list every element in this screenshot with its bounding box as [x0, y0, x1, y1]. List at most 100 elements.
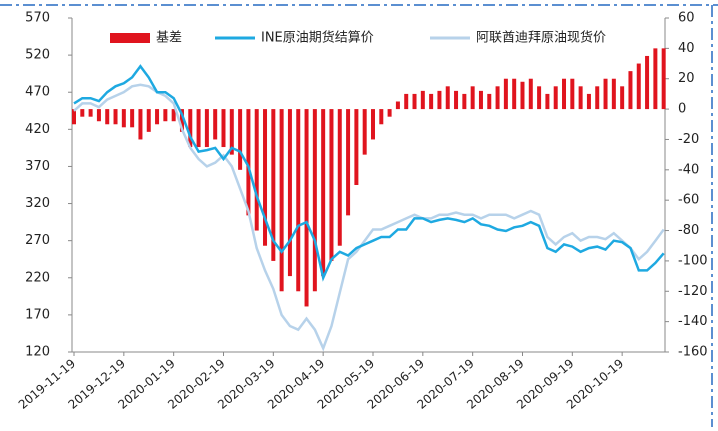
y2-tick-label: -100 [678, 253, 708, 268]
legend-label: 基差 [156, 31, 182, 46]
y-tick-label: 420 [25, 122, 50, 137]
bar [246, 109, 251, 216]
bar [379, 109, 384, 125]
y-tick-label: 370 [25, 159, 50, 174]
bar [487, 93, 492, 110]
bar [271, 109, 276, 261]
bar [88, 109, 93, 117]
bar [404, 93, 409, 110]
bar [113, 109, 118, 125]
bar [296, 109, 301, 292]
y2-tick-label: 20 [678, 71, 695, 86]
bar [553, 86, 558, 110]
bar [586, 93, 591, 110]
bar [503, 78, 508, 110]
bar [337, 109, 342, 246]
bar [636, 63, 641, 110]
bar [105, 109, 110, 125]
bar [279, 109, 284, 292]
y2-tick-label: 60 [678, 11, 695, 26]
bar [462, 93, 467, 110]
bar [611, 78, 616, 110]
bar [254, 109, 259, 231]
legend-label: INE原油期货结算价 [261, 30, 374, 46]
bar [155, 109, 160, 125]
y-tick-label: 520 [25, 48, 50, 63]
bar [520, 81, 525, 110]
bar [528, 78, 533, 110]
bar [478, 90, 483, 110]
bar [138, 109, 143, 140]
bar [570, 78, 575, 110]
line [73, 64, 665, 282]
y2-tick-label: -140 [678, 314, 708, 329]
y-tick-label: 470 [25, 85, 50, 100]
y2-tick-label: 40 [678, 41, 695, 56]
bar [512, 78, 517, 110]
bar [321, 109, 326, 277]
y-tick-label: 270 [25, 233, 50, 248]
y-tick-label: 170 [25, 307, 50, 322]
bar [595, 86, 600, 110]
bar [362, 109, 367, 155]
y2-tick-label: -60 [678, 193, 699, 208]
bar [72, 109, 76, 125]
bar [603, 78, 608, 110]
bar [221, 109, 226, 148]
bar [96, 109, 101, 122]
line [73, 83, 665, 352]
bar [188, 109, 193, 148]
bar [578, 86, 583, 110]
bar [121, 109, 126, 128]
bar [213, 109, 218, 140]
y2-tick-label: -80 [678, 223, 699, 238]
bar [420, 90, 425, 110]
bar [204, 109, 209, 148]
bar [395, 101, 400, 110]
bar [312, 109, 317, 292]
bar [628, 71, 633, 110]
bar [171, 109, 176, 122]
bar [620, 86, 625, 110]
bar [346, 109, 351, 216]
bar [146, 109, 151, 132]
bar [370, 109, 375, 140]
bar [454, 90, 459, 110]
bar [495, 86, 500, 110]
bar [163, 109, 168, 122]
bar [562, 78, 567, 110]
y2-tick-label: -120 [678, 284, 708, 299]
bar [304, 109, 309, 307]
y-tick-label: 570 [25, 11, 50, 26]
bar [653, 48, 658, 110]
bar [445, 86, 450, 110]
bar [263, 109, 268, 246]
bar [661, 48, 666, 110]
legend-label: 阿联酋迪拜原油现货价 [476, 30, 606, 46]
bar [229, 109, 234, 155]
bar [179, 109, 184, 132]
bar [196, 109, 201, 148]
y-tick-label: 220 [25, 270, 50, 285]
bar [429, 93, 434, 110]
y2-tick-label: -20 [678, 132, 699, 147]
y-tick-label: 320 [25, 196, 50, 211]
bar [354, 109, 359, 185]
bar [329, 109, 334, 261]
y2-tick-label: -40 [678, 162, 699, 177]
bar [645, 55, 650, 110]
bar [412, 93, 417, 110]
legend-swatch [110, 33, 150, 43]
bar [470, 86, 475, 110]
bar [387, 109, 392, 117]
bar [545, 93, 550, 110]
y-tick-label: 120 [25, 345, 50, 360]
bar [287, 109, 292, 277]
bar [130, 109, 135, 128]
bar [437, 90, 442, 110]
y2-tick-label: -160 [678, 345, 708, 360]
y2-tick-label: 0 [678, 102, 686, 117]
bar [80, 109, 85, 117]
bar [537, 86, 542, 110]
